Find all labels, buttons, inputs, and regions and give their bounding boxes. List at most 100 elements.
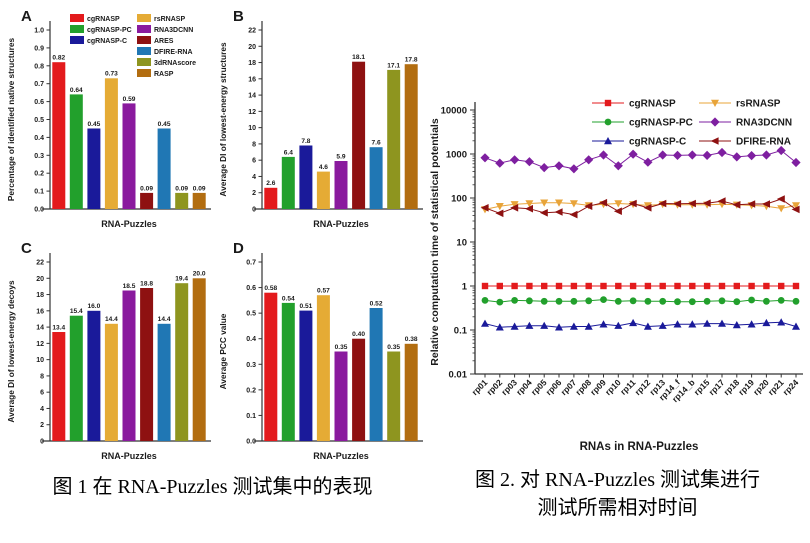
svg-text:10: 10 (248, 125, 256, 132)
svg-text:0.45: 0.45 (158, 121, 171, 128)
svg-text:1000: 1000 (446, 149, 467, 160)
svg-text:RNAs in RNA-Puzzles: RNAs in RNA-Puzzles (580, 441, 699, 453)
svg-text:D: D (233, 240, 244, 257)
svg-text:4: 4 (252, 174, 256, 181)
svg-text:cgRNASP-PC: cgRNASP-PC (87, 27, 132, 34)
svg-text:14: 14 (248, 93, 256, 100)
svg-text:DFIRE-RNA: DFIRE-RNA (154, 49, 193, 56)
svg-text:B: B (233, 8, 244, 25)
svg-text:0.40: 0.40 (352, 331, 365, 338)
svg-text:8: 8 (252, 141, 256, 148)
svg-text:0.6: 0.6 (34, 99, 44, 106)
svg-text:13.4: 13.4 (52, 324, 65, 331)
svg-text:0.4: 0.4 (34, 135, 44, 142)
svg-text:20.0: 20.0 (193, 271, 206, 278)
svg-text:cgRNASP-C: cgRNASP-C (629, 137, 686, 148)
svg-text:6.4: 6.4 (284, 149, 293, 156)
svg-text:18.1: 18.1 (352, 54, 365, 61)
svg-text:20: 20 (248, 44, 256, 51)
svg-text:1: 1 (462, 281, 468, 292)
svg-text:Average DI of lowest-energy de: Average DI of lowest-energy decoys (6, 280, 16, 423)
svg-text:0.59: 0.59 (123, 96, 136, 103)
svg-text:0.35: 0.35 (387, 344, 400, 351)
svg-text:Percentage of identified nativ: Percentage of identified native structur… (6, 38, 16, 202)
figure1-panel-a-bar-chart: 0.0 0.1 0.2 0.3 0.4 0.5 0.6 0.7 0.8 0.9 1.0 0.82 0.6… (6, 8, 211, 229)
svg-text:RASP: RASP (154, 71, 174, 78)
svg-text:rp24: rp24 (781, 377, 801, 397)
svg-text:Average DI of lowest-energy st: Average DI of lowest-energy structures (218, 42, 228, 197)
svg-text:0.3: 0.3 (246, 362, 256, 369)
figure2-line-chart: 1000010001001010.10.01rp01rp02rp03rp04rp… (429, 99, 803, 453)
svg-text:17.1: 17.1 (387, 62, 400, 69)
svg-text:14.4: 14.4 (105, 316, 118, 323)
svg-text:0.09: 0.09 (193, 185, 206, 192)
figure1-caption: 图 1 在 RNA-Puzzles 测试集中的表现 (52, 476, 373, 498)
svg-text:0.2: 0.2 (246, 387, 256, 394)
svg-text:17.8: 17.8 (405, 57, 418, 64)
svg-text:7.6: 7.6 (372, 140, 381, 147)
svg-text:0.1: 0.1 (246, 413, 256, 420)
svg-text:6: 6 (40, 390, 44, 397)
svg-text:0.3: 0.3 (34, 153, 44, 160)
svg-text:5.9: 5.9 (336, 153, 345, 160)
svg-text:10: 10 (36, 357, 44, 364)
svg-text:0.64: 0.64 (70, 87, 83, 94)
svg-text:1.0: 1.0 (34, 28, 44, 35)
svg-text:2.6: 2.6 (266, 180, 275, 187)
svg-text:rsRNASP: rsRNASP (736, 99, 781, 110)
svg-text:0.38: 0.38 (405, 336, 418, 343)
svg-text:0: 0 (40, 439, 44, 446)
svg-text:ARES: ARES (154, 38, 174, 45)
svg-text:0: 0 (252, 207, 256, 214)
svg-text:6: 6 (252, 158, 256, 165)
svg-text:10000: 10000 (441, 105, 467, 116)
svg-text:0.7: 0.7 (34, 81, 44, 88)
svg-text:14.4: 14.4 (158, 316, 171, 323)
svg-text:0.4: 0.4 (246, 336, 256, 343)
svg-text:18: 18 (248, 60, 256, 67)
svg-text:0.52: 0.52 (370, 300, 383, 307)
svg-text:14: 14 (36, 325, 44, 332)
svg-text:3dRNAscore: 3dRNAscore (154, 60, 196, 67)
svg-text:0.45: 0.45 (87, 121, 100, 128)
figure2-caption-line2: 测试所需相对时间 (537, 497, 698, 519)
svg-text:0.6: 0.6 (246, 285, 256, 292)
svg-text:0.0: 0.0 (34, 207, 44, 214)
svg-text:0.5: 0.5 (246, 311, 256, 318)
svg-text:RNA3DCNN: RNA3DCNN (154, 27, 193, 34)
svg-text:19.4: 19.4 (175, 276, 188, 283)
svg-text:C: C (21, 240, 32, 257)
svg-text:16: 16 (248, 76, 256, 83)
svg-text:RNA-Puzzles: RNA-Puzzles (101, 451, 157, 461)
svg-text:0.7: 0.7 (246, 260, 256, 267)
figure1-panel-b-bar-chart: 0 2 4 6 8 10 12 14 16 18 20 22 2.6 6.4 7.8 4.6 5.9 18.1 7.… (218, 8, 423, 229)
svg-text:cgRNASP-PC: cgRNASP-PC (629, 118, 693, 129)
svg-text:0.57: 0.57 (317, 288, 330, 295)
svg-text:7.8: 7.8 (301, 138, 310, 145)
svg-text:cgRNASP: cgRNASP (87, 16, 120, 23)
figure2-caption-line1: 图 2. 对 RNA-Puzzles 测试集进行 (475, 469, 760, 491)
svg-text:Relative computation time of s: Relative computation time of statistical… (429, 118, 441, 366)
svg-text:8: 8 (40, 373, 44, 380)
svg-text:2: 2 (252, 190, 256, 197)
svg-text:cgRNASP: cgRNASP (629, 99, 676, 110)
svg-text:RNA-Puzzles: RNA-Puzzles (313, 219, 369, 229)
svg-text:12: 12 (248, 109, 256, 116)
svg-text:22: 22 (36, 260, 44, 267)
svg-text:18.8: 18.8 (140, 280, 153, 287)
svg-text:0.9: 0.9 (34, 45, 44, 52)
svg-text:0.51: 0.51 (299, 303, 312, 310)
svg-text:15.4: 15.4 (70, 308, 83, 315)
svg-text:2: 2 (40, 422, 44, 429)
svg-text:0.09: 0.09 (175, 185, 188, 192)
svg-text:0.73: 0.73 (105, 71, 118, 78)
svg-text:22: 22 (248, 28, 256, 35)
figure2-caption: 图 2. 对 RNA-Puzzles 测试集进行 测试所需相对时间 (425, 466, 810, 522)
svg-text:A: A (21, 8, 32, 25)
svg-text:16.0: 16.0 (87, 303, 100, 310)
svg-text:0.54: 0.54 (282, 295, 295, 302)
svg-text:4: 4 (40, 406, 44, 413)
figure1-panel-c-bar-chart: 0 2 4 6 8 10 12 14 16 18 20 22 13.4 15.4 16.0 14.4 18.5 1… (6, 240, 211, 461)
svg-text:cgRNASP-C: cgRNASP-C (87, 38, 127, 45)
svg-text:18: 18 (36, 292, 44, 299)
